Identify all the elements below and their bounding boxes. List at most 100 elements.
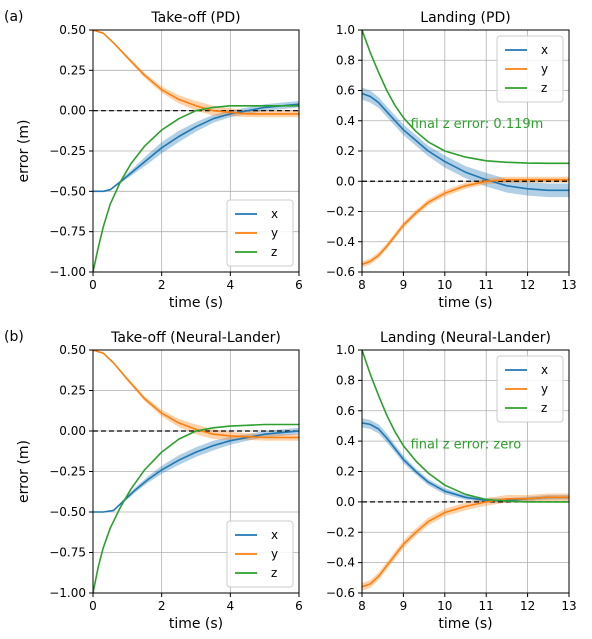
legend-label-z: z bbox=[271, 245, 277, 259]
x-axis-label: time (s) bbox=[169, 616, 223, 632]
y-tick-label: 0.00 bbox=[59, 104, 86, 118]
legend-label-x: x bbox=[541, 43, 548, 57]
series-line-y bbox=[362, 496, 569, 588]
y-tick-label: −0.4 bbox=[326, 235, 355, 249]
y-tick-label: 0.00 bbox=[59, 424, 86, 438]
series-line-x bbox=[362, 422, 569, 502]
legend: xyz bbox=[496, 35, 564, 103]
y-tick-label: −0.25 bbox=[49, 465, 86, 479]
x-tick-label: 10 bbox=[437, 278, 452, 292]
chart-panel-2: 8 9 10 11 12 13 1.0 0.8 0.6 0.4 0.2 0.0 −0.2 −0.4 −0.6… bbox=[326, 10, 577, 311]
x-tick-label: 10 bbox=[437, 599, 452, 613]
y-axis-label: error (m) bbox=[16, 120, 32, 183]
y-tick-label: 0.2 bbox=[336, 144, 355, 158]
series-band-y bbox=[362, 176, 569, 268]
panel-title: Take-off (PD) bbox=[150, 10, 240, 26]
legend-box bbox=[226, 199, 294, 267]
chart-panel-3: 0 2 4 6 0.50 0.25 0.00 −0.25 −0.50 −0.75 −1.00 Take… bbox=[4, 329, 303, 632]
y-tick-label: −0.25 bbox=[49, 144, 86, 158]
x-tick-label: 6 bbox=[295, 278, 303, 292]
series-band-x bbox=[362, 418, 569, 503]
y-tick-label: 0.0 bbox=[336, 174, 355, 188]
x-tick-label: 12 bbox=[520, 599, 535, 613]
series-line-x bbox=[93, 430, 299, 513]
y-tick-label: −0.6 bbox=[326, 265, 355, 279]
panel-tag: (a) bbox=[4, 9, 24, 25]
series-line-x bbox=[93, 103, 299, 193]
y-tick-label: 0.50 bbox=[59, 343, 86, 357]
y-tick-label: 0.2 bbox=[336, 465, 355, 479]
y-tick-label: −0.4 bbox=[326, 556, 355, 570]
x-axis-label: time (s) bbox=[438, 616, 492, 632]
y-tick-label: 0.25 bbox=[59, 63, 86, 77]
x-tick-label: 8 bbox=[358, 599, 366, 613]
x-tick-label: 9 bbox=[400, 599, 408, 613]
y-tick-label: −0.75 bbox=[49, 546, 86, 560]
y-tick-label: 0.4 bbox=[336, 434, 355, 448]
series-line-z bbox=[362, 350, 569, 503]
legend-label-y: y bbox=[271, 226, 278, 240]
x-tick-label: 9 bbox=[400, 278, 408, 292]
y-tick-label: 0.25 bbox=[59, 384, 86, 398]
panel-tag: (b) bbox=[4, 329, 24, 345]
y-tick-label: 0.50 bbox=[59, 23, 86, 37]
x-tick-label: 12 bbox=[520, 278, 535, 292]
legend-box bbox=[496, 355, 564, 423]
y-tick-label: −0.50 bbox=[49, 184, 86, 198]
y-tick-label: 1.0 bbox=[336, 23, 355, 37]
panel-title: Landing (PD) bbox=[420, 10, 510, 26]
legend-box bbox=[226, 520, 294, 588]
plot-area bbox=[93, 350, 299, 593]
plot-area bbox=[362, 30, 569, 268]
x-tick-label: 8 bbox=[358, 278, 366, 292]
legend-label-x: x bbox=[541, 363, 548, 377]
annotation-text: final z error: zero bbox=[411, 437, 522, 452]
y-tick-label: 0.6 bbox=[336, 404, 355, 418]
chart-panel-4: 8 9 10 11 12 13 1.0 0.8 0.6 0.4 0.2 0.0 −0.2 −0.4 −0.6… bbox=[326, 330, 577, 632]
x-tick-label: 4 bbox=[227, 278, 235, 292]
legend-label-x: x bbox=[271, 528, 278, 542]
series-line-y bbox=[93, 350, 299, 439]
legend-label-y: y bbox=[541, 382, 548, 396]
legend-box bbox=[496, 35, 564, 103]
series-line-x bbox=[362, 92, 569, 192]
y-tick-label: −0.50 bbox=[49, 505, 86, 519]
x-tick-label: 13 bbox=[561, 278, 576, 292]
x-tick-label: 6 bbox=[295, 599, 303, 613]
y-tick-label: 0.0 bbox=[336, 495, 355, 509]
series-line-z bbox=[93, 105, 299, 272]
x-tick-label: 0 bbox=[89, 599, 97, 613]
plot-area bbox=[93, 30, 299, 272]
x-tick-label: 11 bbox=[479, 278, 494, 292]
y-tick-label: −0.2 bbox=[326, 205, 355, 219]
y-tick-label: −0.75 bbox=[49, 225, 86, 239]
series-line-z bbox=[93, 423, 299, 593]
x-tick-label: 2 bbox=[158, 599, 166, 613]
legend: xyz bbox=[496, 355, 564, 423]
y-tick-label: 0.8 bbox=[336, 373, 355, 387]
panel-title: Landing (Neural-Lander) bbox=[380, 330, 551, 346]
legend-label-z: z bbox=[271, 566, 277, 580]
y-tick-label: 0.6 bbox=[336, 84, 355, 98]
series-line-y bbox=[93, 30, 299, 115]
legend-label-y: y bbox=[541, 62, 548, 76]
y-tick-label: −0.6 bbox=[326, 586, 355, 600]
y-tick-label: −1.00 bbox=[49, 586, 86, 600]
y-axis-label: error (m) bbox=[16, 440, 32, 503]
y-tick-label: 1.0 bbox=[336, 343, 355, 357]
y-tick-label: 0.8 bbox=[336, 53, 355, 67]
x-tick-label: 11 bbox=[479, 599, 494, 613]
x-axis-label: time (s) bbox=[169, 295, 223, 311]
panel-title: Take-off (Neural-Lander) bbox=[110, 330, 281, 346]
legend-label-z: z bbox=[541, 81, 547, 95]
series-band-y bbox=[93, 350, 299, 441]
x-tick-label: 0 bbox=[89, 278, 97, 292]
x-tick-label: 2 bbox=[158, 278, 166, 292]
legend-label-z: z bbox=[541, 401, 547, 415]
chart-panel-1: 0 2 4 6 0.50 0.25 0.00 −0.25 −0.50 −0.75 −1.00 Take… bbox=[4, 9, 303, 311]
x-axis-label: time (s) bbox=[438, 295, 492, 311]
plot-area bbox=[362, 350, 569, 591]
x-tick-label: 4 bbox=[227, 599, 235, 613]
x-tick-label: 13 bbox=[561, 599, 576, 613]
y-tick-label: −0.2 bbox=[326, 525, 355, 539]
